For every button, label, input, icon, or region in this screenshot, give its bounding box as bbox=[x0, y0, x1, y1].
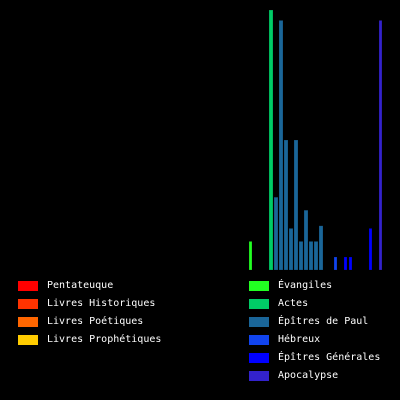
bar-actes bbox=[268, 9, 274, 271]
bar--p-tres-de-paul bbox=[283, 139, 289, 271]
bar--p-tres-de-paul bbox=[313, 241, 319, 271]
bar--p-tres-g-n-rales bbox=[348, 256, 353, 271]
bar--p-tres-de-paul bbox=[288, 228, 294, 271]
bar--p-tres-de-paul bbox=[293, 139, 299, 271]
bar--vangiles bbox=[248, 241, 253, 271]
bar--p-tres-de-paul bbox=[278, 20, 284, 271]
bar--p-tres-g-n-rales bbox=[343, 256, 348, 271]
bar--p-tres-de-paul bbox=[303, 209, 309, 271]
bar--p-tres-de-paul bbox=[308, 241, 314, 271]
bar--p-tres-de-paul bbox=[298, 241, 304, 271]
bar-apocalypse bbox=[378, 20, 383, 271]
bar--p-tres-de-paul bbox=[273, 196, 279, 271]
bar--p-tres-g-n-rales bbox=[368, 228, 373, 271]
bar-h-breux bbox=[333, 256, 338, 271]
bar--p-tres-de-paul bbox=[318, 225, 324, 271]
